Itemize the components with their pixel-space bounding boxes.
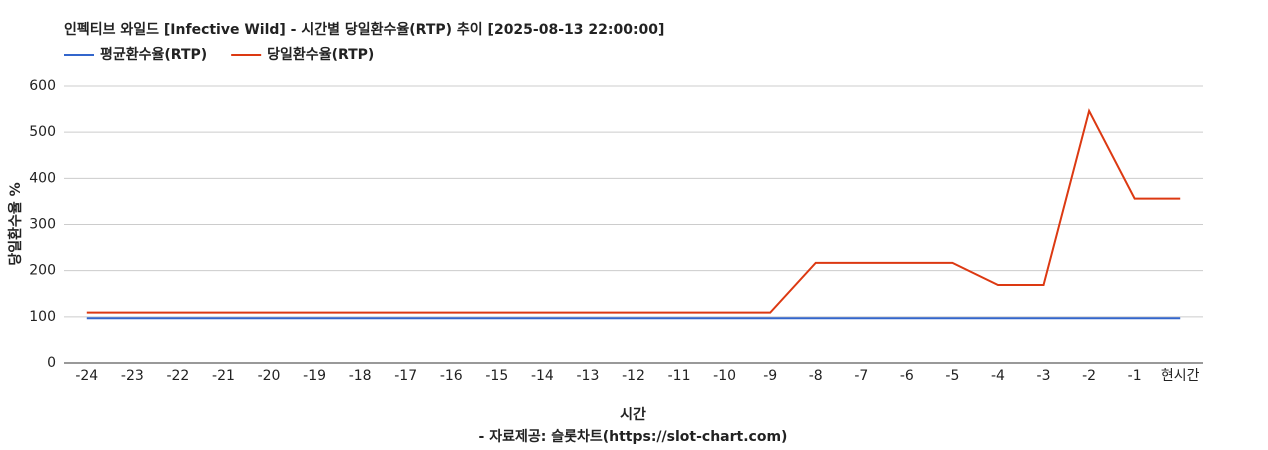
- x-tick-label: -12: [622, 368, 645, 384]
- x-tick-label: -17: [394, 368, 417, 384]
- x-tick-label: -23: [121, 368, 144, 384]
- x-tick-label: -9: [763, 368, 777, 384]
- x-tick-label: -24: [75, 368, 98, 384]
- x-tick-label: -13: [577, 368, 600, 384]
- x-tick-label: -14: [531, 368, 554, 384]
- chart-title: 인펙티브 와일드 [Infective Wild] - 시간별 당일환수율(RT…: [64, 21, 664, 38]
- x-tick-label: -10: [713, 368, 736, 384]
- y-tick-label: 200: [29, 263, 56, 279]
- x-tick-label: -18: [349, 368, 372, 384]
- source-note: - 자료제공: 슬롯차트(https://slot-chart.com): [479, 429, 788, 445]
- y-axis-label: 당일환수율 %: [7, 182, 24, 265]
- x-tick-label: -6: [900, 368, 914, 384]
- legend-label: 당일환수율(RTP): [267, 46, 374, 63]
- x-tick-label: -21: [212, 368, 235, 384]
- x-axis-label: 시간: [620, 406, 646, 423]
- legend-label: 평균환수율(RTP): [100, 46, 207, 63]
- x-tick-label: -11: [668, 368, 691, 384]
- x-tick-label: -16: [440, 368, 463, 384]
- y-tick-label: 300: [29, 217, 56, 233]
- x-tick-label: -8: [809, 368, 823, 384]
- x-tick-label: -4: [991, 368, 1005, 384]
- y-tick-label: 600: [29, 78, 56, 94]
- y-tick-label: 100: [29, 309, 56, 325]
- x-tick-label: 현시간: [1161, 368, 1200, 384]
- x-tick-label: -3: [1037, 368, 1051, 384]
- y-tick-label: 0: [47, 355, 56, 371]
- x-tick-label: -19: [303, 368, 326, 384]
- x-tick-label: -2: [1082, 368, 1096, 384]
- x-tick-label: -5: [945, 368, 959, 384]
- y-tick-label: 500: [29, 124, 56, 140]
- y-tick-label: 400: [29, 170, 56, 186]
- x-tick-label: -20: [258, 368, 281, 384]
- x-tick-label: -22: [166, 368, 189, 384]
- x-tick-label: -7: [854, 368, 868, 384]
- x-tick-label: -1: [1128, 368, 1142, 384]
- x-tick-label: -15: [485, 368, 508, 384]
- series-line: [86, 108, 1181, 314]
